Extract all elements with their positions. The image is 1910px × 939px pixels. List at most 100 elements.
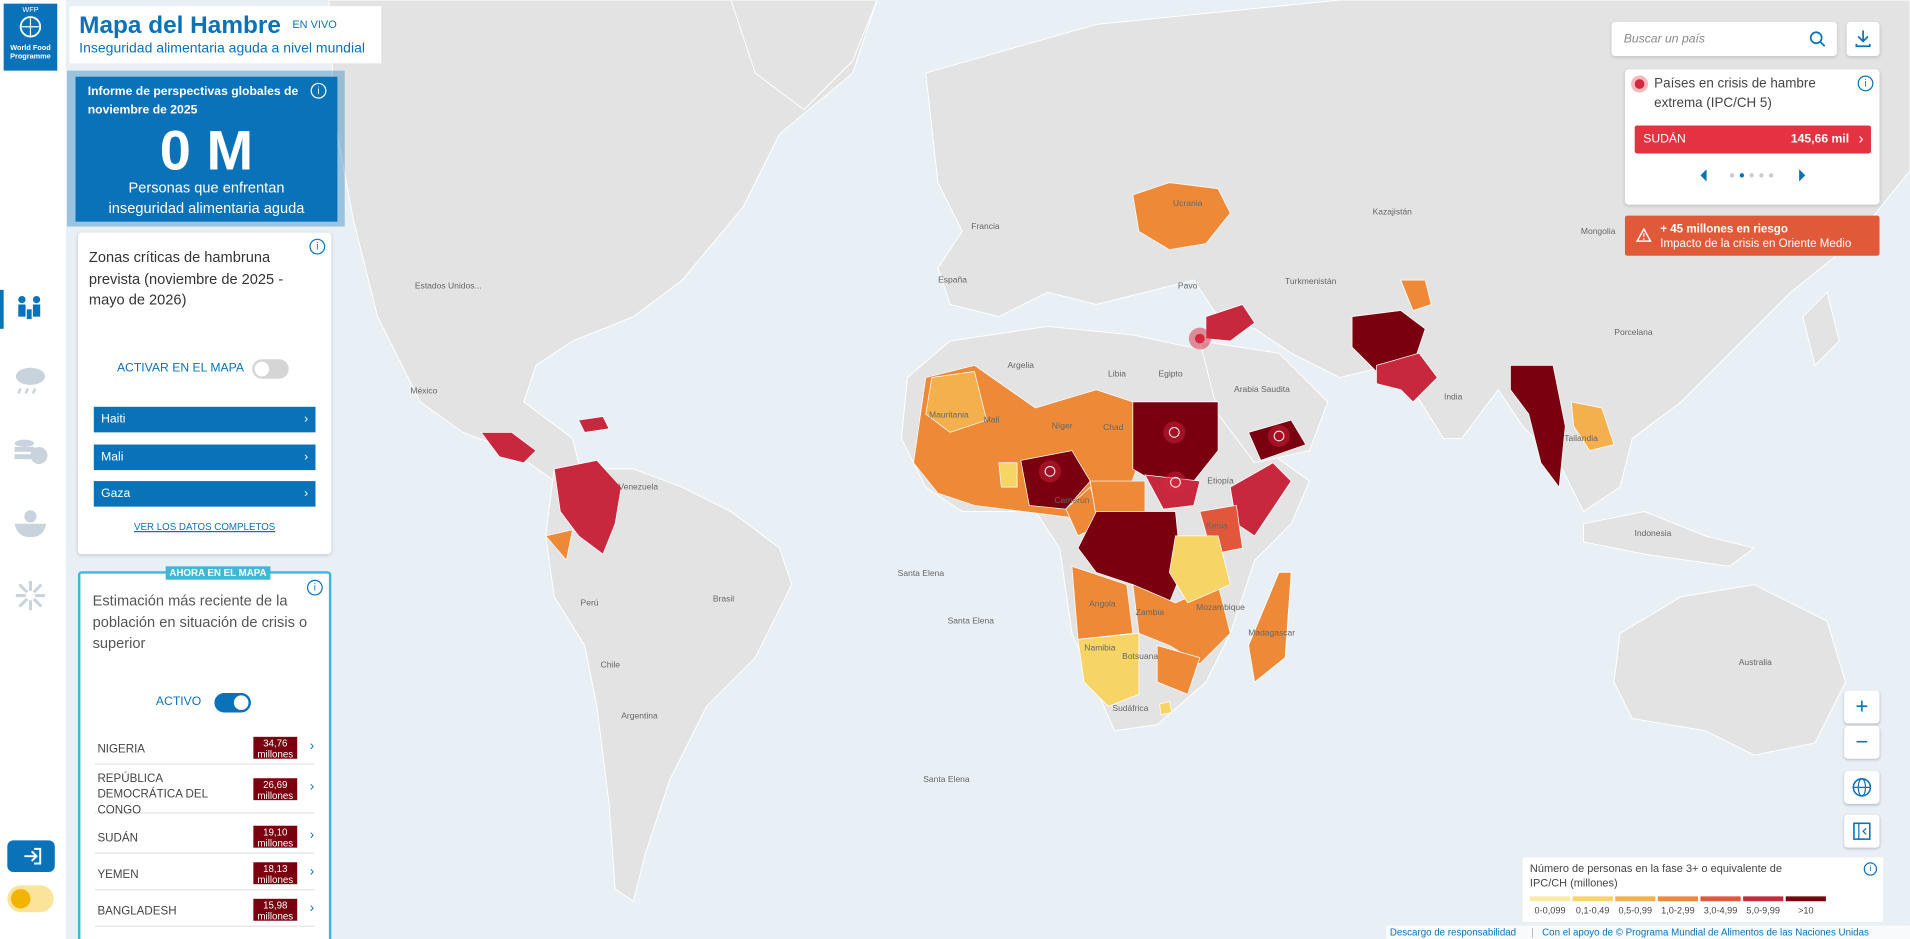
hotspot-item[interactable]: Mali › — [93, 444, 316, 471]
carousel-nav[interactable] — [1698, 167, 1808, 184]
logo-emblem — [19, 16, 42, 38]
ipc-zone — [1570, 401, 1615, 452]
legend-title: Número de personas en la fase 3+ o equiv… — [1529, 862, 1782, 890]
country-value: 34,76 millones — [253, 736, 298, 759]
info-icon[interactable]: i — [306, 579, 323, 596]
ranking-row[interactable]: SUDÁN 19,10 millones › — [95, 823, 315, 854]
ipc-zone — [1077, 632, 1140, 707]
map-label: Santa Elena — [923, 774, 970, 784]
ipc-zone — [480, 431, 537, 464]
ipc-zone — [578, 416, 610, 433]
theme-toggle[interactable] — [7, 885, 54, 913]
ipc-zone — [925, 371, 988, 433]
ipc-zone — [1156, 645, 1201, 695]
full-data-link[interactable]: VER LOS DATOS COMPLETOS — [133, 521, 276, 533]
hotspot-item[interactable]: Gaza › — [93, 481, 316, 507]
download-button[interactable] — [1846, 21, 1880, 57]
map-label: Turkmenistán — [1285, 276, 1337, 286]
famine-country-value: 145,66 mil — [1790, 132, 1850, 147]
alert-title: + 45 millones en riesgo — [1660, 222, 1788, 237]
map-label: India — [1444, 391, 1463, 401]
logo[interactable]: WFP World Food Programme — [3, 3, 58, 71]
login-icon — [24, 847, 42, 865]
now-badge: AHORA EN EL MAPA — [165, 566, 271, 580]
login-button[interactable] — [7, 840, 55, 873]
summary-title: Informe de perspectivas globales de novi… — [87, 85, 299, 117]
info-icon[interactable]: i — [309, 238, 326, 255]
panel-icon — [1853, 822, 1871, 840]
theme-knob — [10, 889, 31, 909]
summary-card[interactable]: Informe de perspectivas globales de novi… — [75, 76, 338, 222]
map-label: Mauritania — [929, 410, 969, 420]
chevron: › — [309, 828, 315, 843]
legend-label: 1,0-2,99 — [1661, 904, 1695, 916]
land — [730, 0, 878, 111]
alert-banner[interactable]: + 45 millones en riesgo Impacto de la cr… — [1624, 215, 1880, 256]
nav-conflict[interactable] — [12, 579, 49, 613]
country-name: REPÚBLICA DEMOCRÁTICA DEL CONGO — [97, 772, 208, 818]
map-label: Indonesia — [1634, 528, 1671, 538]
zoom-out[interactable]: − — [1844, 725, 1880, 759]
info-icon[interactable]: i — [1857, 75, 1874, 92]
nav-nutrition[interactable] — [12, 508, 49, 540]
info-icon[interactable]: i — [1863, 862, 1878, 876]
nav-economy[interactable] — [12, 436, 49, 468]
app-title: Mapa del Hambre — [79, 12, 281, 39]
map-label: Pavo — [1178, 281, 1198, 291]
app-subtitle: Inseguridad alimentaria aguda a nivel mu… — [79, 41, 365, 57]
map-toggle[interactable] — [252, 359, 289, 379]
ranking-row[interactable]: REPÚBLICA DEMOCRÁTICA DEL CONGO 26,69 mil… — [95, 768, 315, 817]
toggle-label: ACTIVAR EN EL MAPA — [116, 361, 244, 376]
download-icon — [1855, 30, 1871, 48]
map-label: Mozambique — [1196, 602, 1245, 612]
footer: Descargo de responsabilidad | Con el apo… — [1386, 925, 1910, 939]
map-label: Australia — [1739, 657, 1772, 667]
ipc-zone — [1132, 182, 1231, 251]
map-label: Zambia — [1136, 607, 1165, 617]
hotspot-item[interactable]: Haiti › — [93, 406, 316, 433]
map-label: Madagascar — [1248, 628, 1295, 638]
map-label: Namibia — [1084, 642, 1116, 652]
country-name: BANGLADESH — [97, 904, 177, 919]
ipc-zone — [1132, 584, 1231, 665]
zoom-in[interactable]: + — [1844, 690, 1880, 724]
logo-text: WFP — [22, 7, 39, 15]
ranking-row[interactable]: NIGERIA 34,76 millones › — [95, 734, 315, 765]
search-box[interactable]: Buscar un país — [1611, 21, 1837, 57]
famine-marker — [1163, 421, 1186, 444]
map-label: Angola — [1089, 599, 1116, 609]
legend-swatch — [1529, 896, 1571, 902]
land — [1802, 291, 1840, 367]
globe-icon — [1852, 778, 1872, 797]
map-label: Ucrania — [1173, 198, 1203, 208]
toggle-label: ACTIVO — [155, 695, 202, 709]
ranking-row[interactable]: BANGLADESH 15,98 millones › — [95, 896, 315, 927]
famine-title: Países en crisis de hambre extrema (IPC/… — [1654, 76, 1816, 111]
legend-swatch — [1615, 896, 1656, 902]
famine-country[interactable]: SUDÁN 145,66 mil › — [1634, 125, 1872, 154]
disclaimer-link[interactable]: Descargo de responsabilidad — [1389, 926, 1517, 938]
nav-hunger[interactable] — [12, 292, 49, 326]
nav-climate[interactable] — [12, 364, 49, 396]
map-label: Venezuela — [618, 482, 658, 492]
map-label: Kenia — [1206, 521, 1228, 531]
ranking-row[interactable]: YEMEN 18,13 millones › — [95, 860, 315, 891]
hotspot-name: Haiti — [101, 412, 126, 427]
legend-label: 3,0-4,99 — [1703, 904, 1738, 916]
legend-swatch — [1572, 896, 1613, 902]
panel-button[interactable] — [1844, 814, 1880, 848]
ipc-zone — [998, 462, 1018, 488]
toggle-knob — [254, 361, 270, 377]
map-label: Santa Elena — [948, 616, 995, 626]
globe-button[interactable] — [1844, 770, 1880, 804]
country-name: SUDÁN — [97, 831, 138, 846]
chevron: › — [309, 901, 315, 916]
summary-value: 0 M — [159, 118, 254, 182]
land — [1583, 511, 1756, 567]
map-toggle[interactable] — [214, 692, 251, 713]
famine-dot — [1634, 79, 1645, 89]
info-icon[interactable]: i — [310, 82, 327, 99]
